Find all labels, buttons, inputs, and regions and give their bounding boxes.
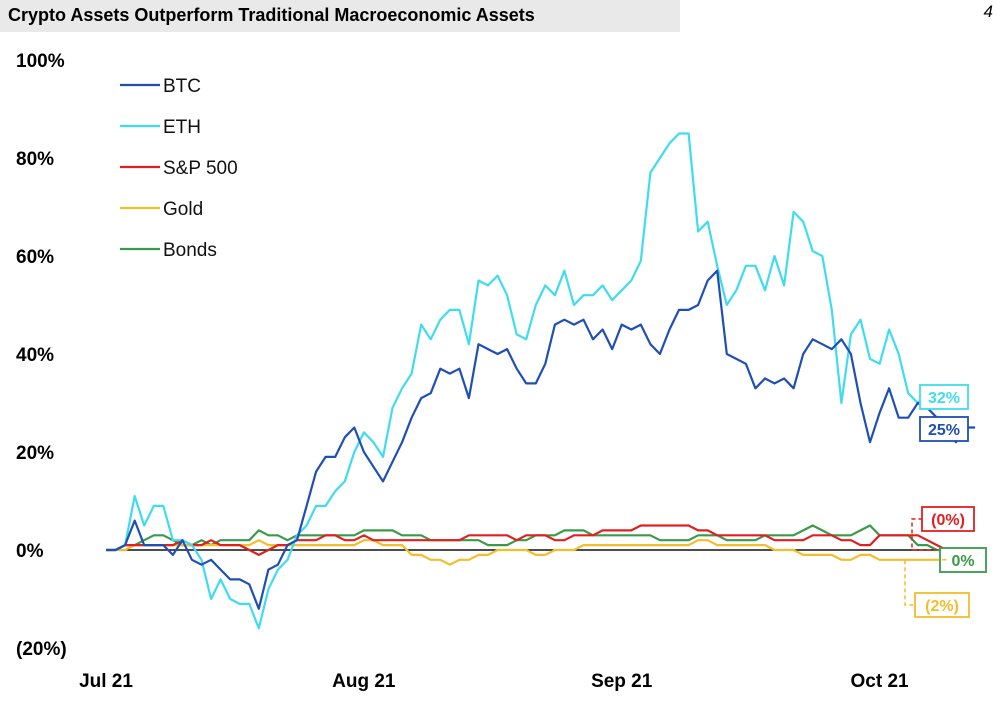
legend-label: ETH [163,117,201,138]
x-tick-label: Jul 21 [79,671,133,692]
series-lines [106,132,976,630]
end-label-text: 32% [928,390,960,407]
series-line [106,524,947,552]
series-line [106,269,976,610]
page-title: Crypto Assets Outperform Traditional Mac… [8,5,535,25]
title-bar: Crypto Assets Outperform Traditional Mac… [0,0,680,32]
y-axis-ticks: 100% 80% 60% 40% 20% 0% (20%) [16,51,67,660]
end-label-box [914,592,970,618]
end-label-text: (0%) [931,512,965,529]
legend-label: Gold [163,199,203,220]
series-line [106,132,937,630]
y-tick-label: 0% [16,541,44,562]
x-tick-label: Sep 21 [591,671,653,692]
legend-label: BTC [163,76,201,97]
end-label-leader [904,559,947,606]
x-axis-ticks: Jul 21 Aug 21 Sep 21 Oct 21 [79,671,909,692]
series-line [106,524,966,557]
end-label-box [939,547,987,573]
legend-label: Bonds [163,240,217,261]
end-label-text: 25% [928,422,960,439]
end-label-text: 0% [951,553,974,570]
end-label-text: (2%) [925,598,959,615]
legend: BTC ETH S&P 500 Gold Bonds [120,76,238,261]
series-line [106,539,947,566]
y-tick-label: (20%) [16,639,67,660]
y-tick-label: 40% [16,345,54,366]
y-tick-label: 100% [16,51,65,72]
end-labels: 32% 25% (0%) 0% (2%) [904,384,987,618]
y-tick-label: 20% [16,443,54,464]
y-tick-label: 80% [16,149,54,170]
end-label-box [919,416,969,442]
legend-label: S&P 500 [163,158,238,179]
end-label-box [921,506,975,532]
x-tick-label: Aug 21 [332,671,396,692]
end-label-box [919,384,969,410]
y-tick-label: 60% [16,247,54,268]
x-tick-label: Oct 21 [851,671,910,692]
page-number: 4 [983,2,993,21]
